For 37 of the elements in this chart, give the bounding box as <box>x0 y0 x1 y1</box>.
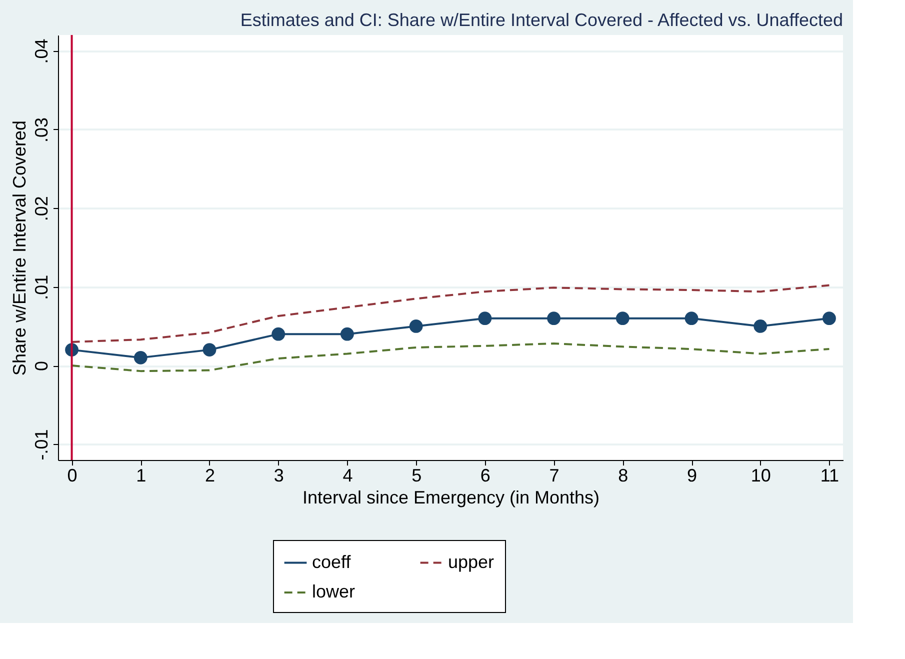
x-tick-label: 4 <box>342 466 353 486</box>
y-tick-label: .02 <box>32 196 52 222</box>
point <box>409 320 423 333</box>
chart-title: Estimates and CI: Share w/Entire Interval Covered - Affected vs. Unaffected <box>240 10 843 30</box>
line-series <box>70 284 830 343</box>
point <box>754 320 768 333</box>
y-tick-label: 0 <box>32 361 52 372</box>
x-tick-label: 2 <box>204 466 215 486</box>
point <box>134 350 148 364</box>
y-tick-label: .03 <box>32 117 52 142</box>
line-series <box>70 342 830 372</box>
y-tick-label: -.01 <box>32 429 52 460</box>
point <box>547 312 560 326</box>
x-tick-label: 9 <box>687 466 698 486</box>
point <box>822 312 836 326</box>
point <box>272 327 286 341</box>
x-tick-label: 7 <box>549 466 560 486</box>
y-tick-label: .01 <box>32 274 52 300</box>
x-tick-label: 6 <box>480 466 490 486</box>
x-axis-title: Interval since Emergency (in Months) <box>302 488 600 508</box>
y-tick-label: .04 <box>32 38 52 64</box>
x-tick-label: 1 <box>136 466 146 486</box>
legend-label: lower <box>312 582 356 602</box>
x-tick-label: 5 <box>412 466 422 486</box>
point <box>202 343 216 357</box>
x-tick-label: 11 <box>820 466 840 486</box>
y-axis-title: Share w/Entire Interval Covered <box>10 120 30 376</box>
point <box>684 312 698 326</box>
x-tick-label: 0 <box>67 466 78 486</box>
point <box>616 312 630 326</box>
x-tick-label: 8 <box>618 466 628 486</box>
point <box>478 312 492 326</box>
legend-label: coeff <box>312 552 352 572</box>
x-tick-label: 10 <box>750 466 771 486</box>
point <box>340 327 354 341</box>
x-tick-label: 3 <box>274 466 284 486</box>
legend-label: upper <box>448 552 494 572</box>
